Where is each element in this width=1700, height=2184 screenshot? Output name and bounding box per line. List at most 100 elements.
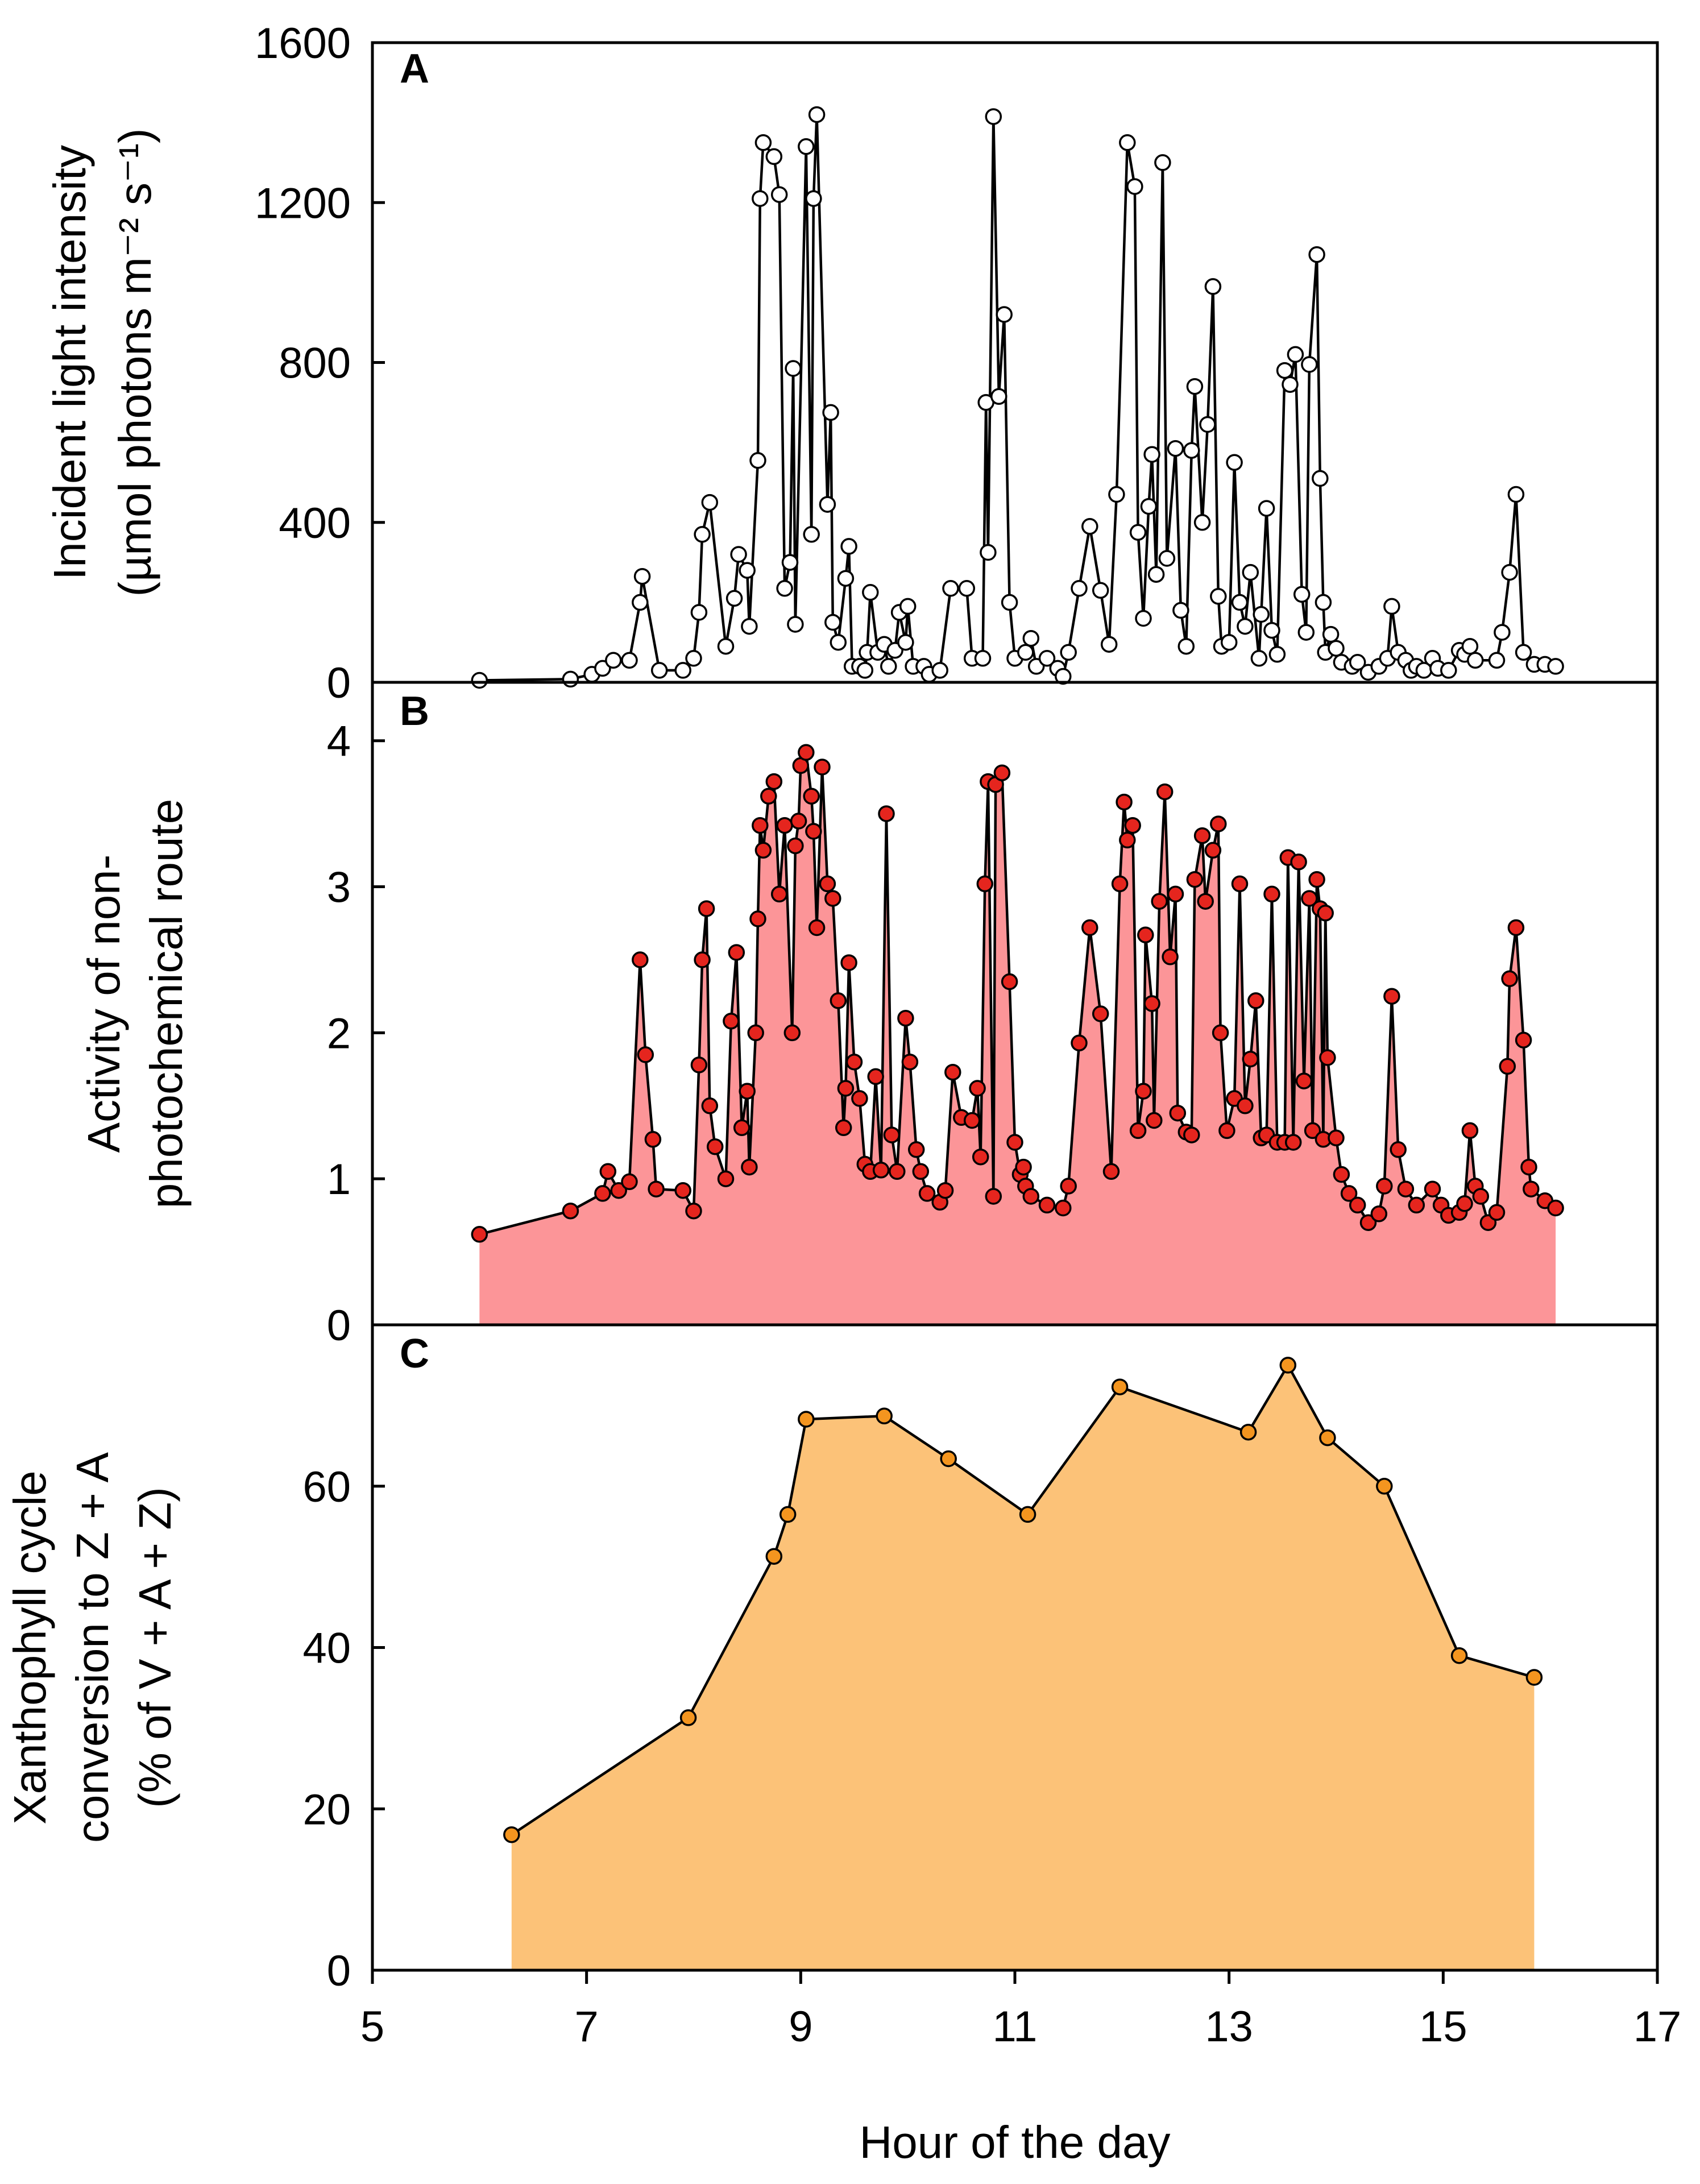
- data-point-b: [976, 875, 994, 893]
- data-point-a: [1108, 486, 1125, 503]
- data-point-b: [752, 817, 769, 834]
- data-point-a: [1488, 652, 1506, 669]
- data-point-a: [1143, 446, 1160, 463]
- data-point-a: [819, 496, 836, 513]
- data-point-a: [837, 570, 855, 587]
- data-point-a: [1183, 442, 1200, 459]
- y-axis-label-b: photochemical route: [141, 799, 192, 1208]
- data-point-b: [944, 1063, 961, 1081]
- data-point-a: [1193, 514, 1211, 531]
- data-point-b: [1218, 1122, 1235, 1139]
- data-point-b: [1290, 853, 1307, 871]
- data-point-b: [787, 837, 804, 855]
- y-tick-label-a: 0: [327, 659, 351, 707]
- data-point-a: [787, 616, 804, 633]
- data-point-b: [1071, 1034, 1088, 1052]
- data-point-a: [1204, 278, 1222, 295]
- data-point-b: [1397, 1180, 1415, 1197]
- data-point-a: [741, 618, 758, 635]
- y-tick-label-a: 800: [279, 339, 351, 388]
- data-point-b: [1499, 1058, 1516, 1075]
- data-point-a: [803, 526, 820, 543]
- data-point-c: [679, 1709, 697, 1726]
- data-point-b: [1038, 1196, 1056, 1214]
- data-point-b: [1390, 1141, 1407, 1158]
- data-point-b: [993, 764, 1011, 781]
- data-point-b: [824, 890, 841, 907]
- data-point-b: [1242, 1050, 1259, 1068]
- data-point-b: [845, 1053, 863, 1071]
- data-point-c: [1279, 1357, 1297, 1374]
- data-point-b: [1520, 1158, 1537, 1176]
- data-point-a: [830, 633, 847, 651]
- y-axis-label-a: (µmol photons m⁻² s⁻¹): [110, 128, 160, 596]
- data-point-b: [1515, 1031, 1532, 1049]
- data-point-b: [1129, 1122, 1147, 1139]
- data-point-c: [1525, 1669, 1543, 1686]
- data-point-a: [1167, 440, 1184, 457]
- data-point-b: [610, 1182, 627, 1199]
- data-point-b: [1137, 926, 1154, 944]
- data-point-b: [1001, 973, 1018, 991]
- data-point-a: [942, 580, 959, 597]
- data-point-b: [790, 813, 807, 830]
- data-point-a: [690, 604, 708, 621]
- data-point-b: [1167, 885, 1184, 903]
- data-point-a: [1226, 454, 1243, 471]
- data-point-b: [599, 1163, 617, 1180]
- data-point-a: [562, 670, 579, 688]
- data-point-b: [1523, 1180, 1540, 1197]
- data-point-b: [1328, 1129, 1345, 1147]
- panel-a: 0 400 800 1200 1600 A Incident light intensity…: [44, 19, 1659, 707]
- x-tick-label: 9: [789, 2003, 812, 2051]
- data-point-b: [814, 759, 831, 776]
- data-point-b: [972, 1148, 989, 1166]
- data-point-b: [1204, 842, 1222, 859]
- data-point-b: [1424, 1180, 1441, 1197]
- data-point-c: [876, 1407, 893, 1425]
- data-point-a: [632, 594, 649, 611]
- data-point-a: [1276, 362, 1293, 379]
- panel-letter-b: B: [400, 689, 429, 734]
- data-point-b: [1151, 893, 1168, 910]
- data-point-b: [1547, 1199, 1564, 1217]
- data-point-b: [1092, 1005, 1109, 1022]
- data-point-a: [1287, 346, 1304, 363]
- data-point-a: [674, 662, 691, 679]
- x-tick-label: 11: [993, 2003, 1038, 2051]
- data-point-b: [754, 842, 772, 859]
- data-point-b: [1060, 1178, 1077, 1195]
- data-point-b: [1359, 1214, 1377, 1231]
- data-point-a: [1147, 566, 1165, 583]
- data-point-a: [1293, 586, 1311, 603]
- data-point-a: [798, 138, 815, 155]
- data-point-b: [1124, 817, 1141, 834]
- data-point-b: [749, 910, 766, 927]
- data-point-c: [1239, 1423, 1257, 1441]
- data-point-b: [1102, 1163, 1120, 1180]
- data-point-b: [1295, 1072, 1313, 1089]
- y-axis-label-a: Incident light intensity: [44, 145, 95, 580]
- data-point-b: [1135, 1083, 1152, 1100]
- x-tick-label: 13: [1205, 2003, 1253, 2051]
- y-axis-label-c: Xanthophyll cycle: [5, 1470, 55, 1825]
- data-point-a: [1308, 246, 1325, 263]
- data-point-b: [1162, 948, 1179, 965]
- data-point-b: [969, 1080, 986, 1097]
- data-point-b: [1156, 783, 1174, 801]
- y-tick-label-c: 0: [327, 1947, 351, 1995]
- data-point-a: [621, 652, 638, 669]
- data-point-b: [1284, 1134, 1302, 1151]
- data-point-b: [739, 1083, 756, 1100]
- data-point-b: [907, 1141, 925, 1158]
- data-point-b: [1212, 1024, 1229, 1042]
- data-point-a: [1250, 650, 1268, 667]
- data-point-c: [1450, 1647, 1468, 1664]
- data-point-a: [1322, 625, 1340, 643]
- data-point-a: [1253, 606, 1270, 623]
- data-point-b: [594, 1185, 611, 1202]
- data-point-a: [781, 554, 799, 571]
- data-point-b: [985, 1188, 1002, 1205]
- data-point-c: [1111, 1378, 1129, 1395]
- data-point-a: [1501, 563, 1518, 581]
